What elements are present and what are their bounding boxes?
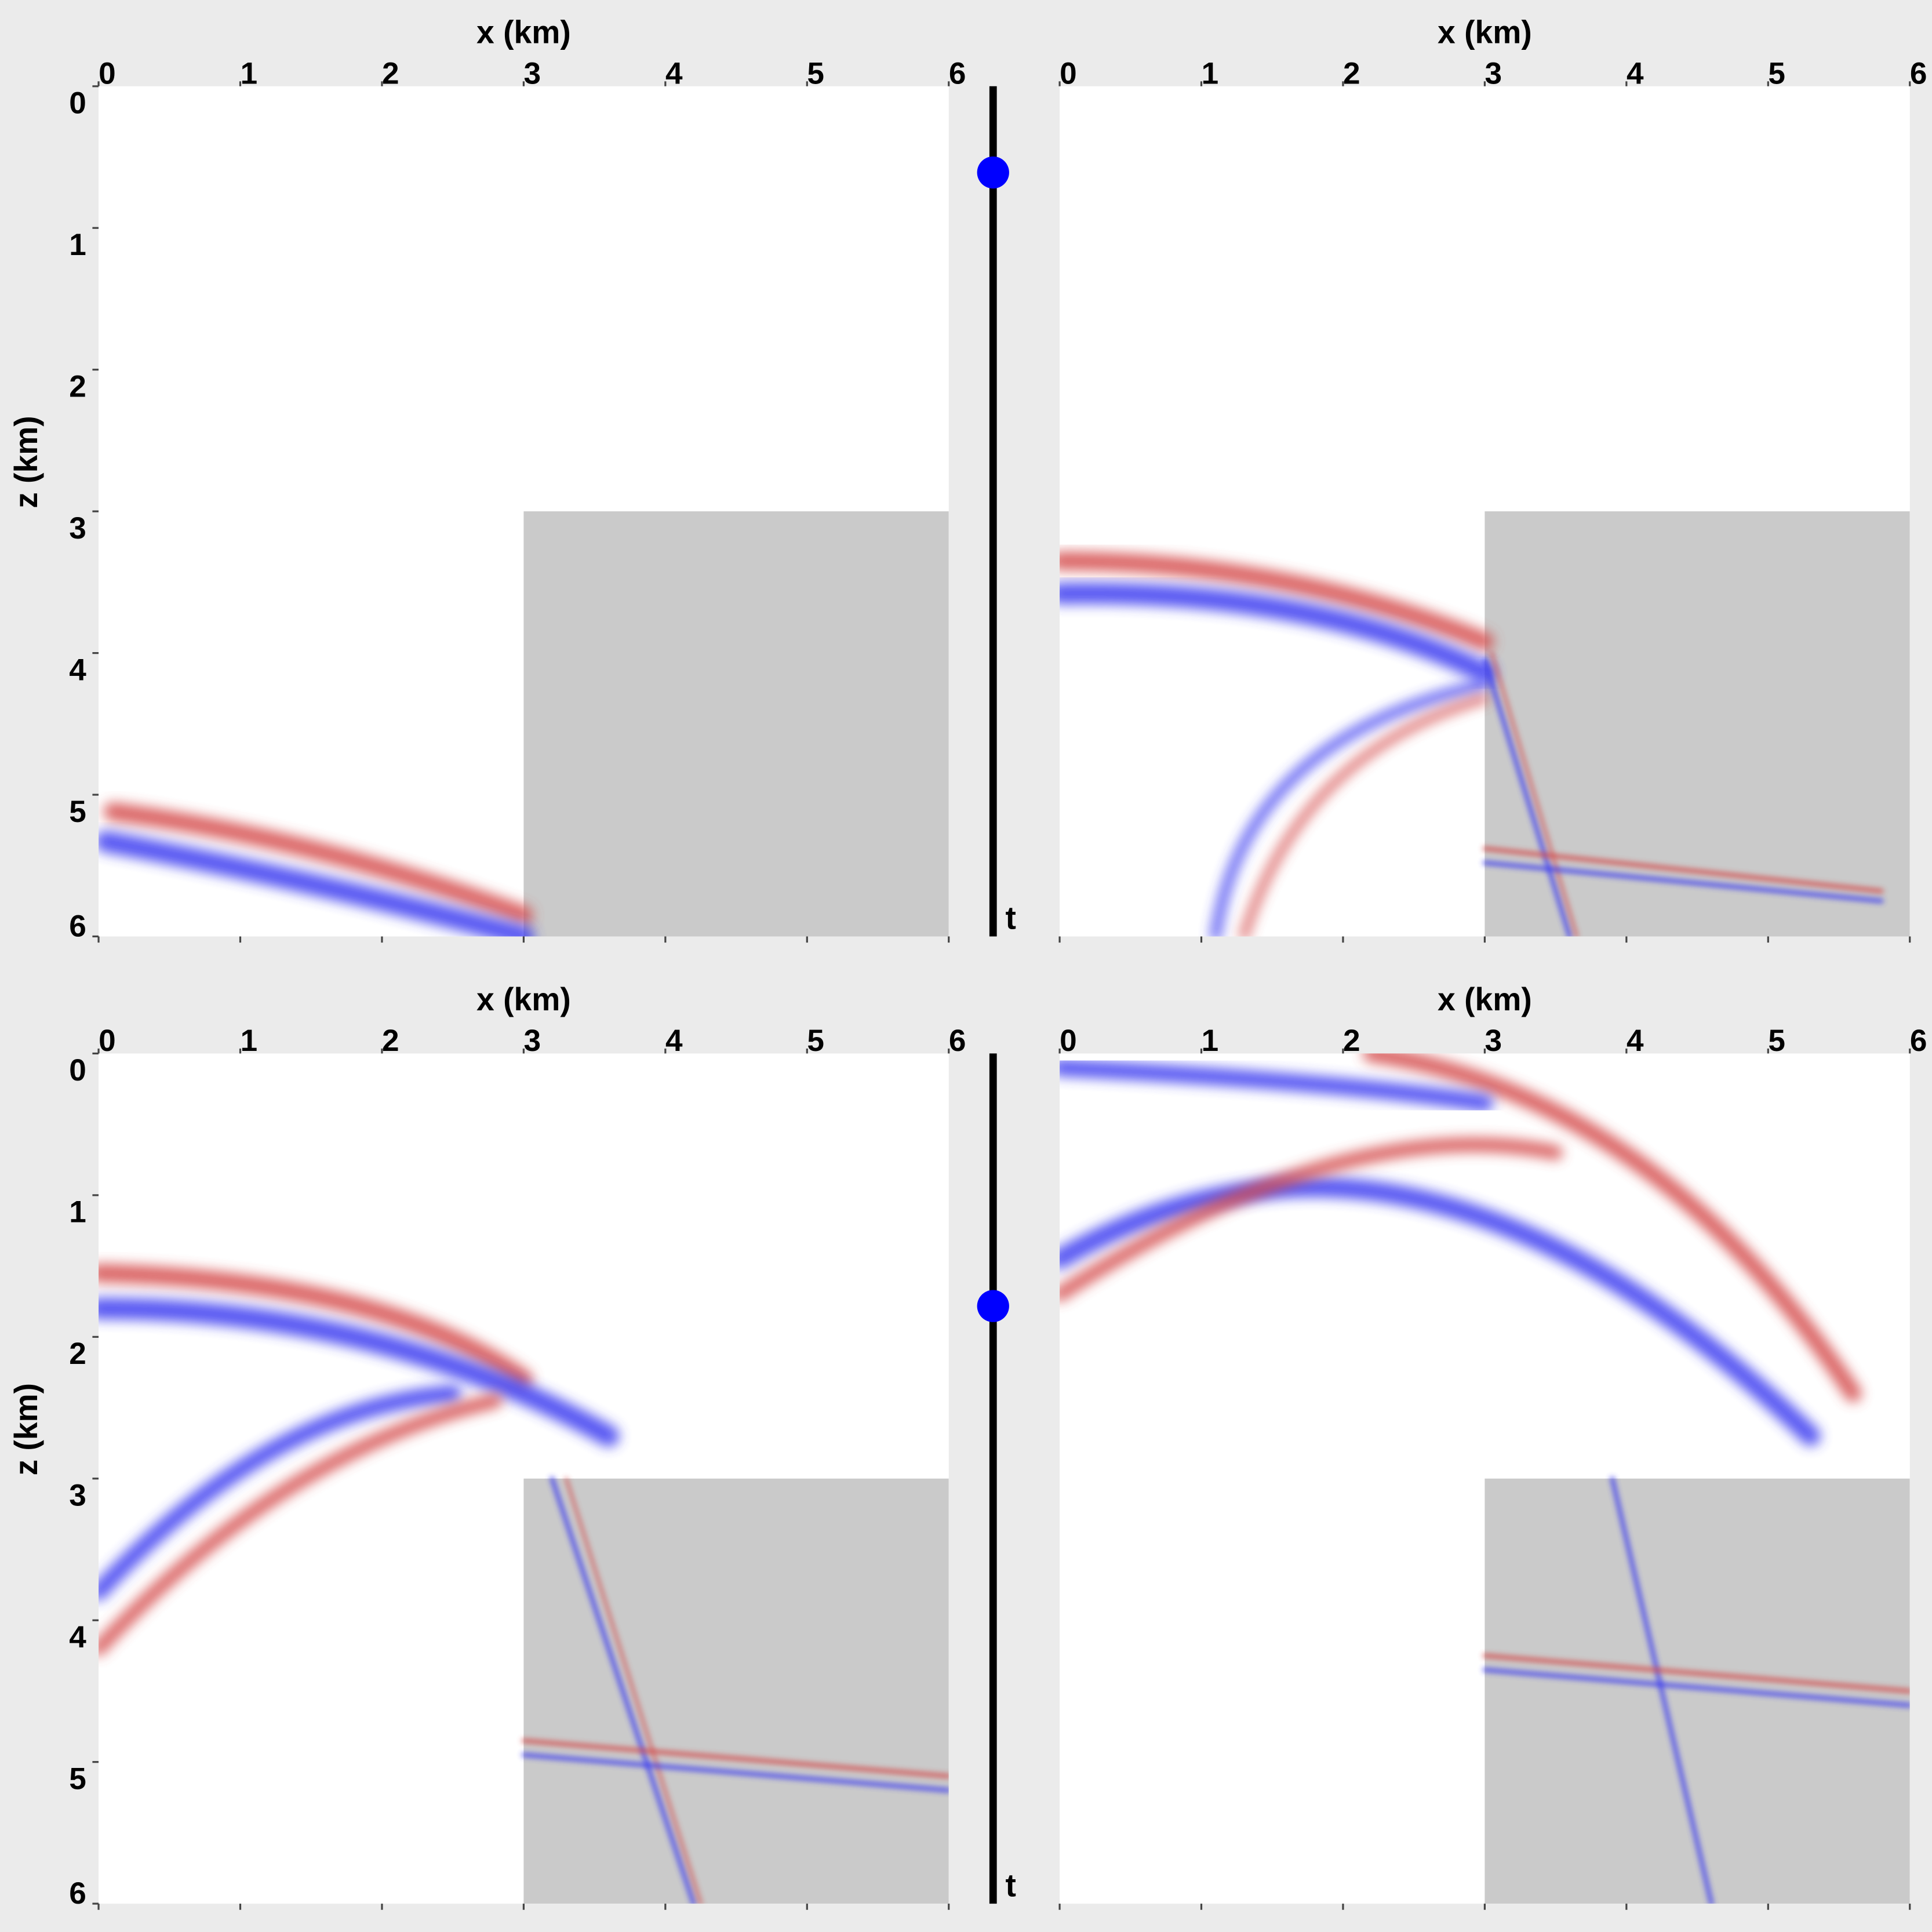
x-tick-label: 0 <box>1060 1024 1077 1058</box>
wavefront <box>99 1298 620 1447</box>
wavefront <box>99 1393 503 1656</box>
x-tick-label: 5 <box>1768 57 1785 91</box>
wavefront <box>550 1476 696 1904</box>
wavefront <box>521 1738 949 1778</box>
z-tick-label: 6 <box>69 1876 86 1911</box>
wavefront <box>565 1477 703 1904</box>
x-tick-label: 1 <box>1202 57 1219 91</box>
z-tick-label: 4 <box>69 1620 86 1654</box>
z-tick-label: 3 <box>69 1479 86 1513</box>
z-tick-label: 2 <box>69 1337 86 1371</box>
wavefront <box>1060 583 1496 684</box>
z-axis-label: z (km) <box>8 1383 44 1476</box>
time-marker <box>977 1290 1009 1322</box>
wavefront <box>1610 1476 1714 1904</box>
x-tick-label: 4 <box>665 1024 683 1058</box>
panel: x (km) 0 1 2 3 4 5 6 z (km) 0 1 2 3 4 5 6 <box>8 14 966 943</box>
wavefront <box>1482 846 1884 893</box>
high-velocity-block <box>523 1478 949 1904</box>
x-tick-label: 0 <box>1060 57 1077 91</box>
wavefront <box>1482 1653 1910 1694</box>
x-tick-label: 1 <box>241 57 258 91</box>
z-tick-label: 6 <box>69 909 86 943</box>
wavefront <box>1060 1177 1821 1446</box>
x-axis-label: x (km) <box>476 981 571 1017</box>
z-tick-label: 2 <box>69 369 86 403</box>
wavefront <box>1482 658 1572 937</box>
x-tick-label: 2 <box>382 1024 399 1058</box>
x-tick-label: 1 <box>1202 1024 1219 1058</box>
high-velocity-block <box>523 511 949 937</box>
wavefront <box>1363 1053 1862 1402</box>
x-tick-label: 4 <box>665 57 683 91</box>
wavefront <box>1482 1668 1910 1708</box>
time-marker <box>977 156 1009 189</box>
wavefront <box>1239 694 1489 937</box>
x-tick-label: 3 <box>524 1024 541 1058</box>
x-tick-label: 5 <box>1768 1024 1785 1058</box>
high-velocity-block <box>1485 1478 1910 1904</box>
x-tick-label: 2 <box>1343 57 1360 91</box>
x-tick-label: 3 <box>524 57 541 91</box>
z-tick-label: 1 <box>69 228 86 262</box>
wavefront <box>1490 652 1578 937</box>
z-tick-label: 0 <box>69 86 86 121</box>
x-axis-label: x (km) <box>476 14 571 50</box>
wavefront <box>1060 551 1494 651</box>
panel: x (km) 0 1 2 3 4 5 6 <box>1058 981 1927 1910</box>
wavefield <box>1060 511 1910 937</box>
x-axis-label: x (km) <box>1438 981 1532 1017</box>
z-tick-label: 1 <box>69 1195 86 1229</box>
x-tick-label: 0 <box>99 1024 116 1058</box>
x-tick-label: 6 <box>949 1024 966 1058</box>
x-tick-label: 1 <box>241 1024 258 1058</box>
wavefront <box>1060 1137 1563 1302</box>
wavefront <box>103 802 533 925</box>
wavefront <box>1060 1059 1494 1112</box>
wavefront <box>1482 860 1884 904</box>
z-tick-label: 0 <box>69 1053 86 1087</box>
z-tick-label: 5 <box>69 795 86 829</box>
z-axis-label: z (km) <box>8 416 44 508</box>
wavefront <box>1210 679 1490 937</box>
time-label: t <box>1006 900 1016 936</box>
wavefront <box>521 1752 949 1793</box>
x-tick-label: 4 <box>1627 1024 1644 1058</box>
x-tick-label: 5 <box>807 1024 824 1058</box>
z-tick-label: 4 <box>69 653 86 687</box>
x-tick-label: 6 <box>949 57 966 91</box>
panel: x (km) 0 1 2 3 4 5 6 z (km) 0 1 2 3 4 5 6 <box>8 981 966 1911</box>
z-tick-label: 5 <box>69 1762 86 1796</box>
wavefield <box>99 1264 949 1904</box>
wavefront <box>99 1264 533 1389</box>
panel: x (km) 0 1 2 3 4 5 6 <box>1058 14 1927 943</box>
wavefront <box>99 831 534 937</box>
wavefront <box>99 1385 461 1600</box>
wavefield <box>99 511 949 937</box>
x-tick-label: 2 <box>382 57 399 91</box>
x-tick-label: 3 <box>1485 1024 1502 1058</box>
x-tick-label: 6 <box>1910 1024 1927 1058</box>
time-label: t <box>1006 1867 1016 1903</box>
z-tick-label: 3 <box>69 511 86 545</box>
x-tick-label: 4 <box>1627 57 1644 91</box>
wavefield <box>1060 1053 1910 1904</box>
x-tick-label: 6 <box>1910 57 1927 91</box>
x-tick-label: 0 <box>99 57 116 91</box>
x-tick-label: 2 <box>1343 1024 1360 1058</box>
x-tick-label: 5 <box>807 57 824 91</box>
x-tick-label: 3 <box>1485 57 1502 91</box>
x-axis-label: x (km) <box>1438 14 1532 50</box>
